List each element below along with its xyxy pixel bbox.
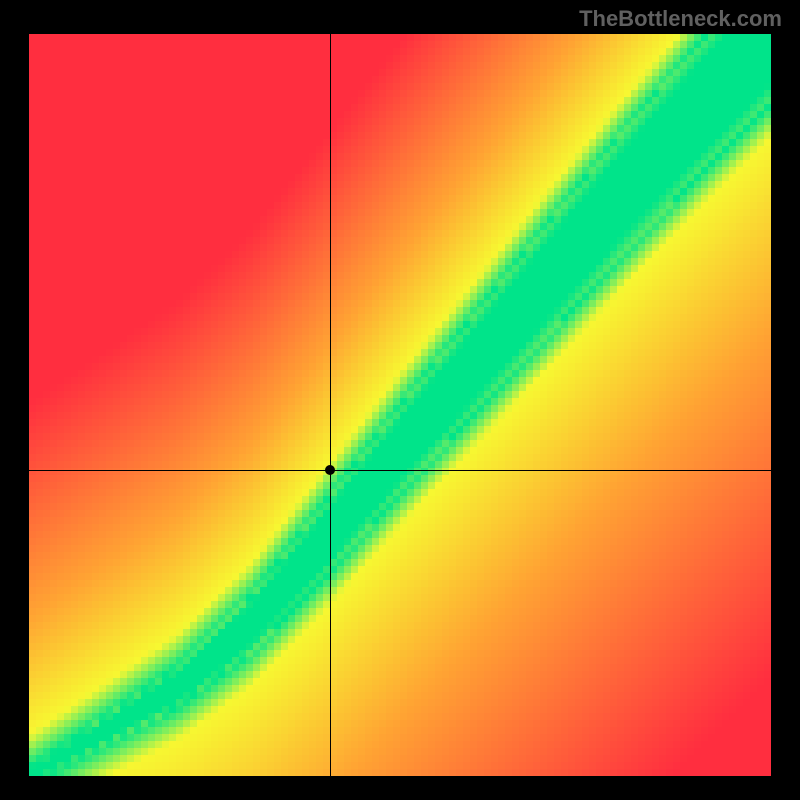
data-point [325, 465, 335, 475]
watermark-text: TheBottleneck.com [579, 6, 782, 32]
chart-container: TheBottleneck.com [0, 0, 800, 800]
plot-area [29, 34, 771, 776]
crosshair-vertical [330, 34, 331, 776]
crosshair-horizontal [29, 470, 771, 471]
heatmap-canvas [29, 34, 771, 776]
